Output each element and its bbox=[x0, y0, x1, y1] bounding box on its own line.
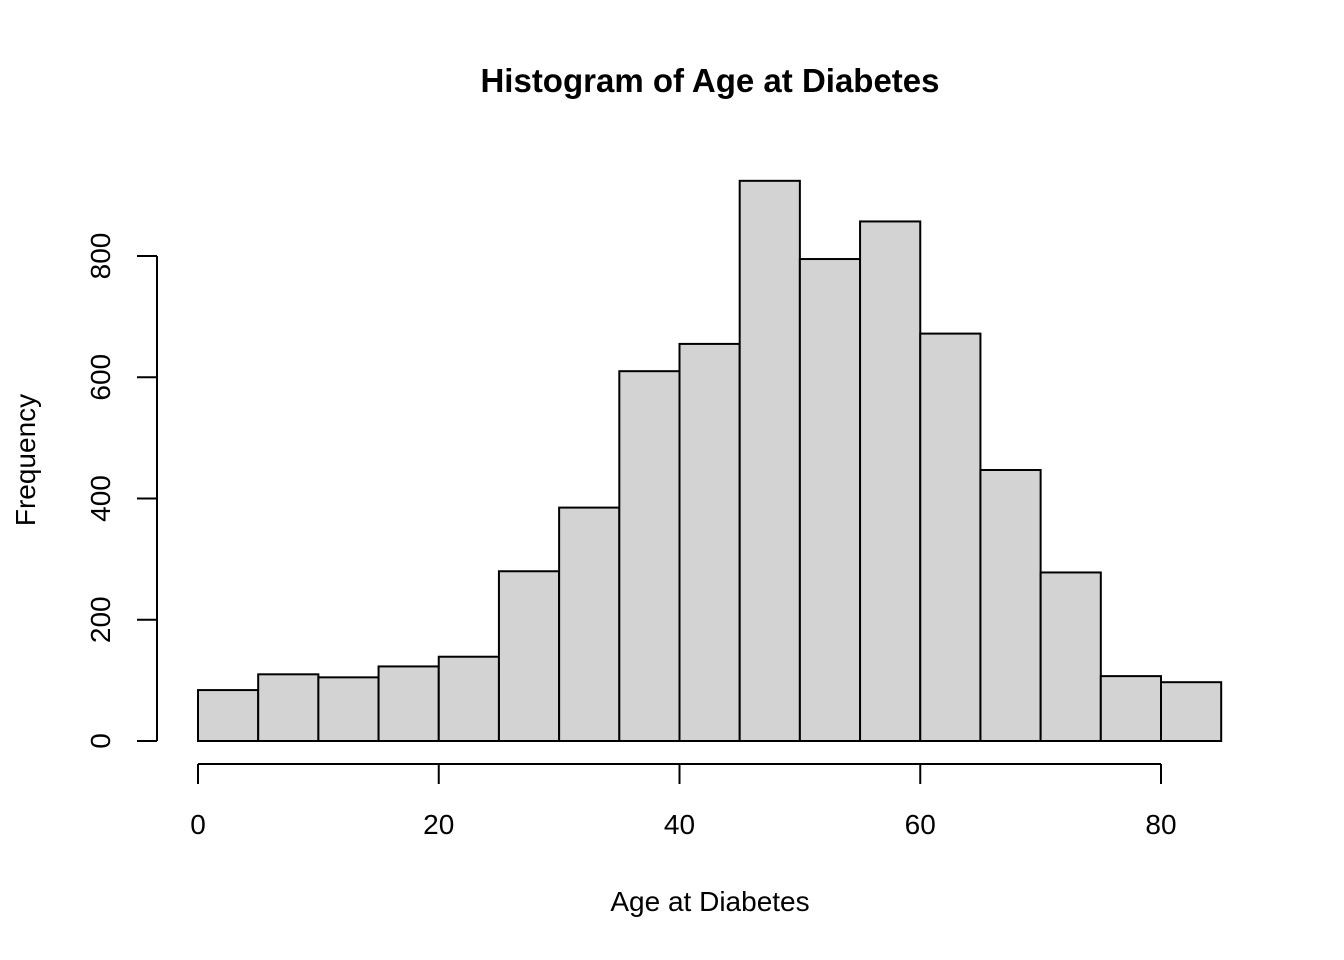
histogram-bar-40-45 bbox=[678, 342, 741, 742]
x-axis-label: Age at Diabetes bbox=[610, 886, 809, 917]
y-axis: 0 200 400 600 800 bbox=[85, 233, 158, 749]
histogram-bar-0-5 bbox=[197, 689, 260, 743]
histogram-bar-75-80 bbox=[1099, 675, 1162, 742]
x-tick-label-0: 0 bbox=[190, 809, 206, 840]
y-tick-label-200: 200 bbox=[85, 596, 116, 643]
histogram-bar-35-40 bbox=[618, 370, 681, 742]
y-tick-label-800: 800 bbox=[85, 233, 116, 280]
histogram-bar-65-70 bbox=[979, 469, 1042, 742]
x-tick-label-80: 80 bbox=[1145, 809, 1176, 840]
histogram-bar-80-85 bbox=[1160, 681, 1223, 742]
histogram-bar-15-20 bbox=[377, 665, 440, 743]
histogram-bar-5-10 bbox=[257, 673, 320, 742]
chart-title: Histogram of Age at Diabetes bbox=[480, 62, 939, 99]
y-tick-label-0: 0 bbox=[85, 733, 116, 749]
x-tick-label-40: 40 bbox=[664, 809, 695, 840]
bars-group bbox=[197, 179, 1223, 743]
histogram-bar-55-60 bbox=[859, 220, 922, 743]
histogram-bar-30-35 bbox=[558, 506, 621, 742]
x-axis: 0 20 40 60 80 bbox=[190, 763, 1177, 840]
y-tick-label-400: 400 bbox=[85, 475, 116, 522]
x-tick-label-20: 20 bbox=[423, 809, 454, 840]
histogram-bar-45-50 bbox=[738, 179, 801, 742]
histogram-bar-50-55 bbox=[798, 258, 862, 742]
histogram-bar-70-75 bbox=[1039, 571, 1102, 743]
y-axis-label: Frequency bbox=[10, 394, 41, 526]
y-tick-label-600: 600 bbox=[85, 354, 116, 401]
histogram-bar-60-65 bbox=[919, 332, 982, 742]
histogram-bar-25-30 bbox=[497, 570, 561, 742]
histogram-bar-20-25 bbox=[437, 655, 500, 743]
x-tick-label-60: 60 bbox=[905, 809, 936, 840]
histogram-bar-10-15 bbox=[317, 676, 380, 742]
